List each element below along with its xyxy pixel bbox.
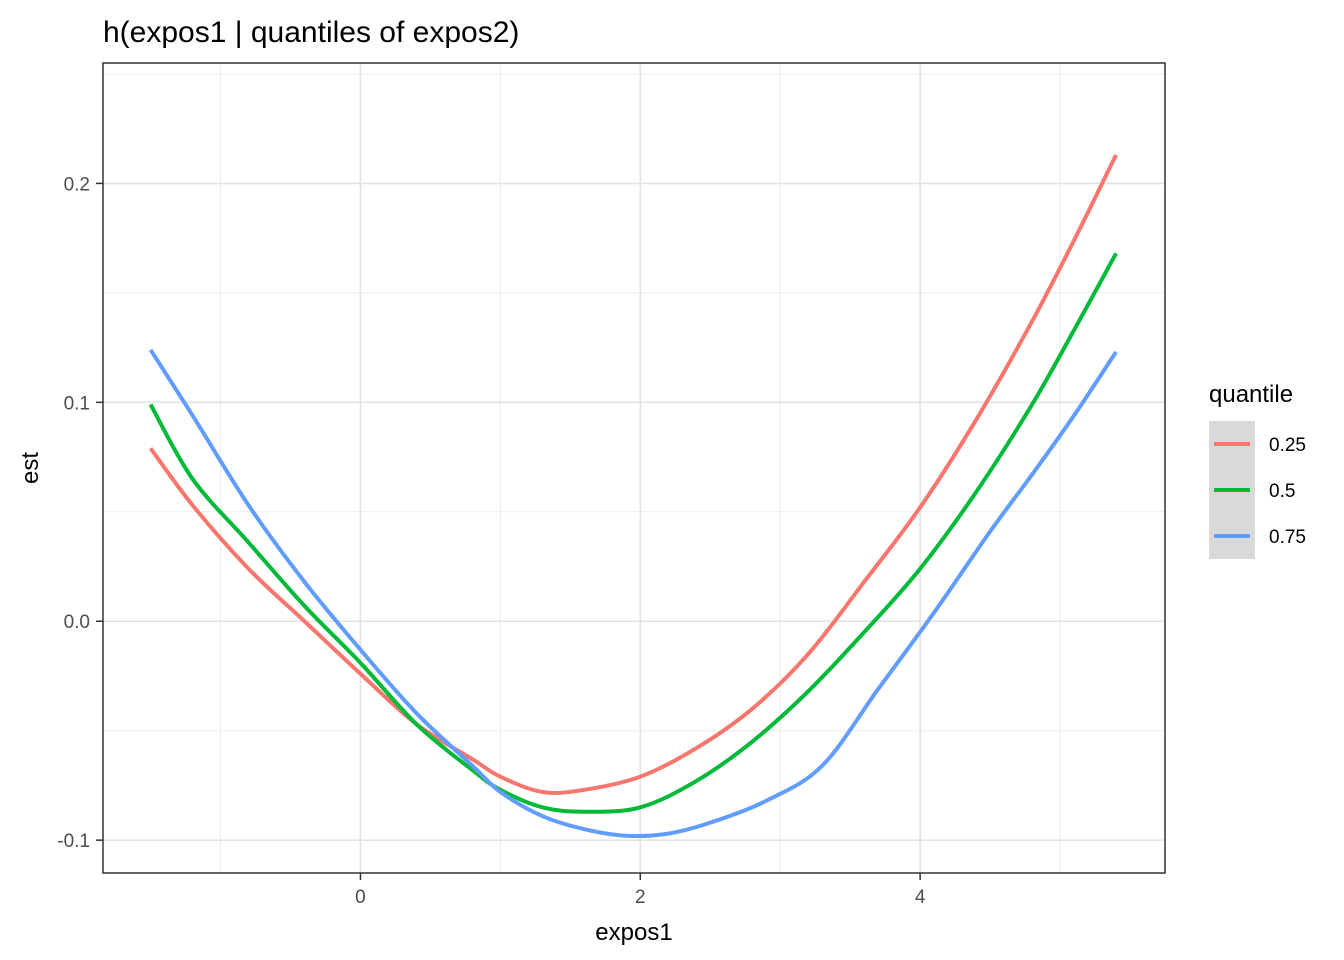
y-tick-label: 0.2 (64, 174, 90, 195)
chart-title: h(expos1 | quantiles of expos2) (103, 16, 519, 49)
panel-background (103, 63, 1165, 873)
major-grid (103, 63, 1165, 873)
x-axis-title: expos1 (595, 919, 672, 946)
panel-border (102, 62, 1166, 874)
y-axis-title: est (17, 452, 44, 484)
legend-keys: 0.25 0.5 0.75 (1209, 421, 1306, 559)
y-tick-label: 0.1 (64, 393, 90, 414)
legend-label: 0.75 (1269, 527, 1306, 548)
x-axis: 0 2 4 (355, 873, 926, 908)
series-line-0-25 (148, 154, 1118, 795)
minor-grid (103, 63, 1165, 873)
legend-label: 0.5 (1269, 481, 1295, 502)
series-line-0-75 (148, 348, 1118, 839)
plot-panel (102, 62, 1166, 874)
legend-title: quantile (1209, 381, 1293, 408)
y-tick-label: 0.0 (64, 612, 90, 633)
x-tick-label: 4 (915, 887, 926, 908)
series-line-0-5 (148, 252, 1118, 814)
legend: quantile 0.25 0.5 0.75 (1209, 381, 1306, 559)
series-lines (148, 154, 1118, 839)
y-tick-label: -0.1 (57, 831, 90, 852)
y-axis: -0.1 0.0 0.1 0.2 (57, 174, 103, 852)
x-tick-label: 0 (355, 887, 366, 908)
x-tick-label: 2 (635, 887, 646, 908)
legend-label: 0.25 (1269, 435, 1306, 456)
